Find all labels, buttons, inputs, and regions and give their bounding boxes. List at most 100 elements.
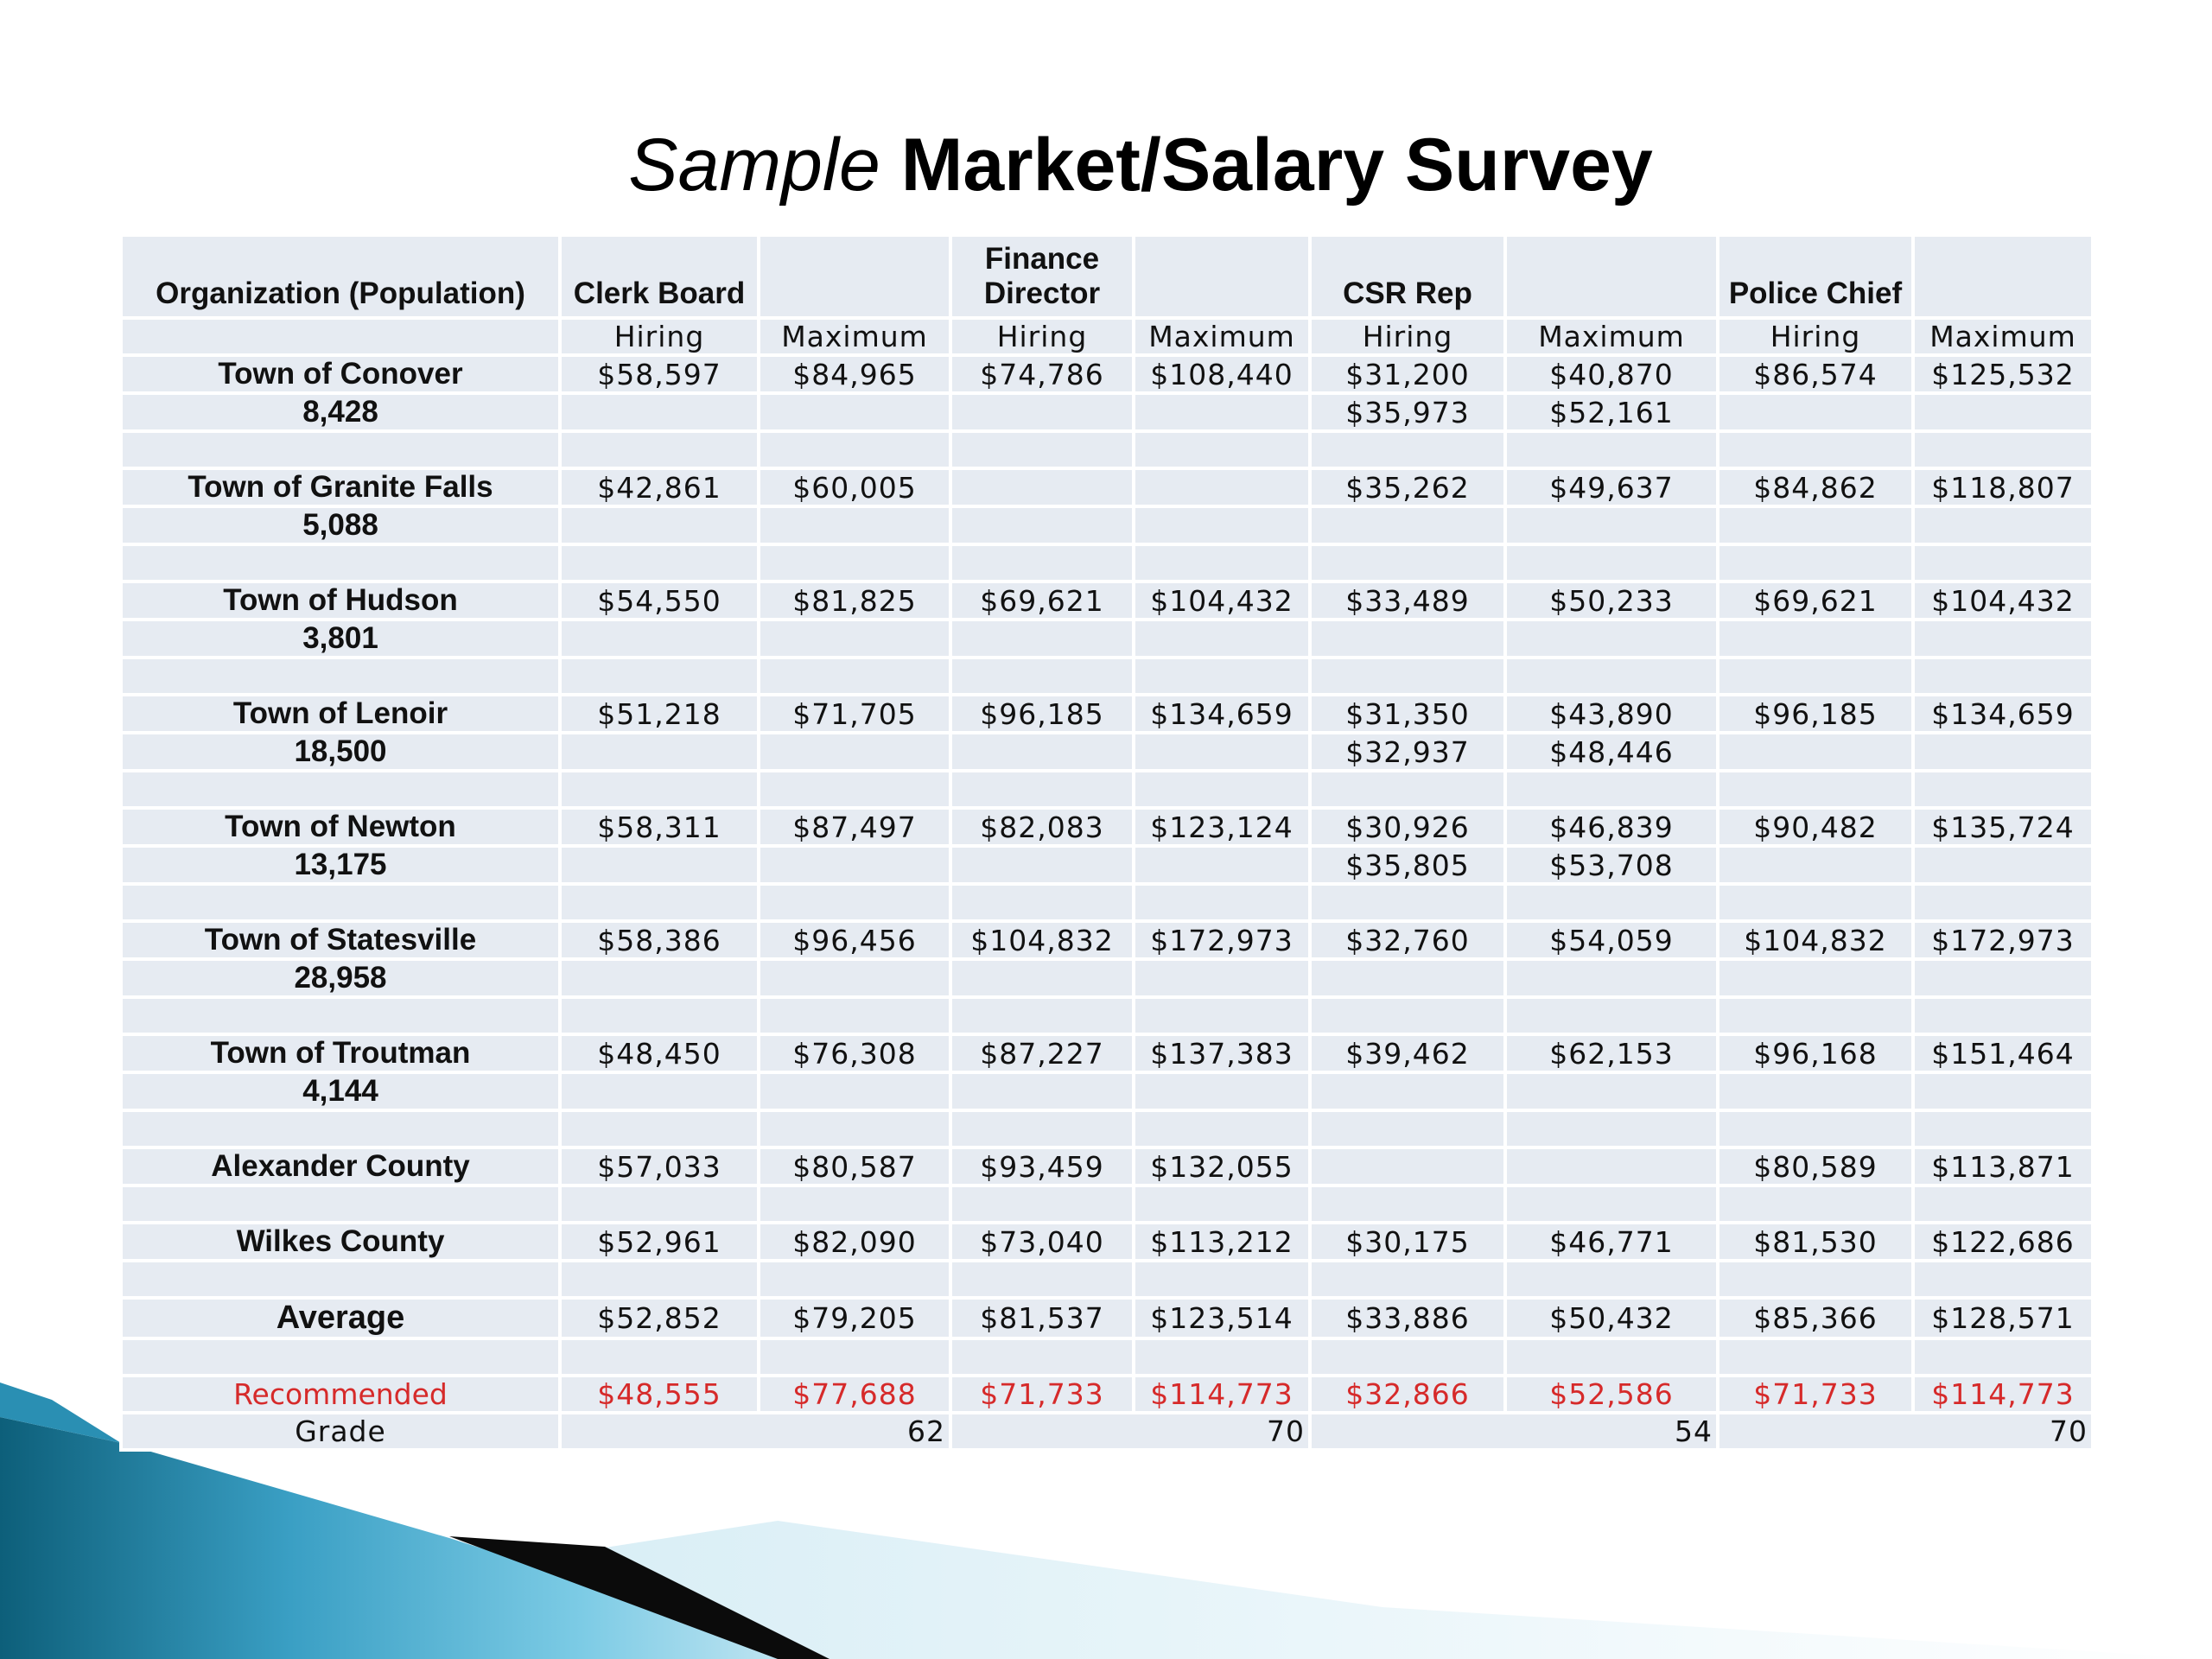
salary-cell: [757, 1184, 952, 1224]
salary-cell: [757, 957, 952, 999]
salary-cell: $48,555: [558, 1374, 760, 1414]
table-row: [119, 543, 2094, 583]
salary-cell: $82,083: [949, 806, 1135, 848]
title-italic: Sample: [628, 124, 880, 207]
organization-cell: 28,958: [119, 957, 562, 999]
salary-cell: $33,886: [1308, 1296, 1507, 1340]
salary-cell: [1716, 844, 1915, 886]
salary-cell: $80,587: [757, 1146, 952, 1187]
salary-cell: [1716, 957, 1915, 999]
salary-cell: [1132, 618, 1312, 659]
salary-cell: $31,350: [1308, 693, 1507, 734]
salary-cell: $69,621: [949, 580, 1135, 621]
organization-cell: 18,500: [119, 731, 562, 772]
salary-cell: [1911, 1109, 2094, 1149]
table-row: [119, 1109, 2094, 1149]
salary-cell: $39,462: [1308, 1033, 1507, 1074]
salary-cell: [1308, 882, 1507, 923]
salary-cell: [949, 543, 1135, 583]
salary-cell: [949, 1184, 1135, 1224]
salary-cell: $53,708: [1503, 844, 1719, 886]
salary-cell: $46,839: [1503, 806, 1719, 848]
salary-cell: [558, 505, 760, 546]
organization-cell: [119, 882, 562, 923]
organization-cell: 8,428: [119, 391, 562, 433]
salary-cell: [1911, 731, 2094, 772]
salary-cell: [1132, 543, 1312, 583]
table-row: [119, 769, 2094, 810]
salary-cell: [1132, 844, 1312, 886]
grade-row: Grade 62 70 54 70: [119, 1411, 2094, 1452]
salary-cell: $33,489: [1308, 580, 1507, 621]
organization-cell: 3,801: [119, 618, 562, 659]
salary-cell: $52,586: [1503, 1374, 1719, 1414]
salary-cell: [1132, 1259, 1312, 1300]
salary-cell: [1716, 618, 1915, 659]
salary-cell: [949, 429, 1135, 470]
salary-cell: $49,637: [1503, 467, 1719, 508]
salary-cell: [1132, 656, 1312, 696]
salary-cell: [1911, 882, 2094, 923]
salary-cell: $137,383: [1132, 1033, 1312, 1074]
salary-cell: $96,185: [1716, 693, 1915, 734]
salary-cell: [949, 995, 1135, 1036]
salary-cell: [1503, 618, 1719, 659]
organization-cell: Average: [119, 1296, 562, 1340]
salary-cell: [1308, 429, 1507, 470]
salary-cell: $35,805: [1308, 844, 1507, 886]
salary-cell: $172,973: [1911, 919, 2094, 961]
organization-cell: [119, 995, 562, 1036]
salary-cell: [1132, 769, 1312, 810]
salary-cell: $48,446: [1503, 731, 1719, 772]
table-row: 3,801: [119, 618, 2094, 659]
salary-cell: $104,832: [949, 919, 1135, 961]
table-row: Town of Statesville $58,386 $96,456 $104,83…: [119, 919, 2094, 961]
salary-cell: $40,870: [1503, 353, 1719, 395]
salary-cell: [1308, 1337, 1507, 1377]
salary-cell: [558, 1109, 760, 1149]
salary-cell: [1503, 429, 1719, 470]
salary-cell: $118,807: [1911, 467, 2094, 508]
organization-cell: [119, 1259, 562, 1300]
organization-cell: 13,175: [119, 844, 562, 886]
header-clerk-board: Clerk Board: [558, 233, 760, 320]
salary-cell: $135,724: [1911, 806, 2094, 848]
salary-cell: [949, 391, 1135, 433]
salary-cell: [558, 1337, 760, 1377]
salary-cell: [1503, 1259, 1719, 1300]
salary-cell: [949, 731, 1135, 772]
salary-cell: [1911, 1337, 2094, 1377]
grade-value: 70: [949, 1411, 1312, 1452]
salary-cell: $151,464: [1911, 1033, 2094, 1074]
salary-cell: $81,825: [757, 580, 952, 621]
salary-cell: [949, 505, 1135, 546]
salary-cell: [1911, 957, 2094, 999]
salary-cell: [1132, 731, 1312, 772]
salary-cell: $128,571: [1911, 1296, 2094, 1340]
table-row: Wilkes County $52,961 $82,090 $73,040 $113,2…: [119, 1221, 2094, 1262]
table-row: [119, 1337, 2094, 1377]
organization-cell: [119, 429, 562, 470]
salary-cell: $42,861: [558, 467, 760, 508]
table-row: Alexander County $57,033 $80,587 $93,459 $13…: [119, 1146, 2094, 1187]
table-row: Town of Lenoir $51,218 $71,705 $96,185 $134,…: [119, 693, 2094, 734]
salary-cell: [558, 656, 760, 696]
salary-cell: [1308, 543, 1507, 583]
salary-cell: [1911, 1071, 2094, 1112]
salary-cell: [1132, 1109, 1312, 1149]
salary-cell: $73,040: [949, 1221, 1135, 1262]
subheader-cell: Hiring: [949, 316, 1135, 357]
salary-cell: $71,733: [1716, 1374, 1915, 1414]
salary-cell: [1716, 731, 1915, 772]
salary-cell: [757, 429, 952, 470]
table-row: 5,088: [119, 505, 2094, 546]
salary-cell: $32,866: [1308, 1374, 1507, 1414]
salary-cell: [1308, 769, 1507, 810]
salary-cell: [757, 543, 952, 583]
salary-cell: $123,514: [1132, 1296, 1312, 1340]
table-row: [119, 995, 2094, 1036]
salary-cell: [757, 882, 952, 923]
salary-cell: $58,386: [558, 919, 760, 961]
salary-cell: [757, 995, 952, 1036]
table-row: [119, 882, 2094, 923]
